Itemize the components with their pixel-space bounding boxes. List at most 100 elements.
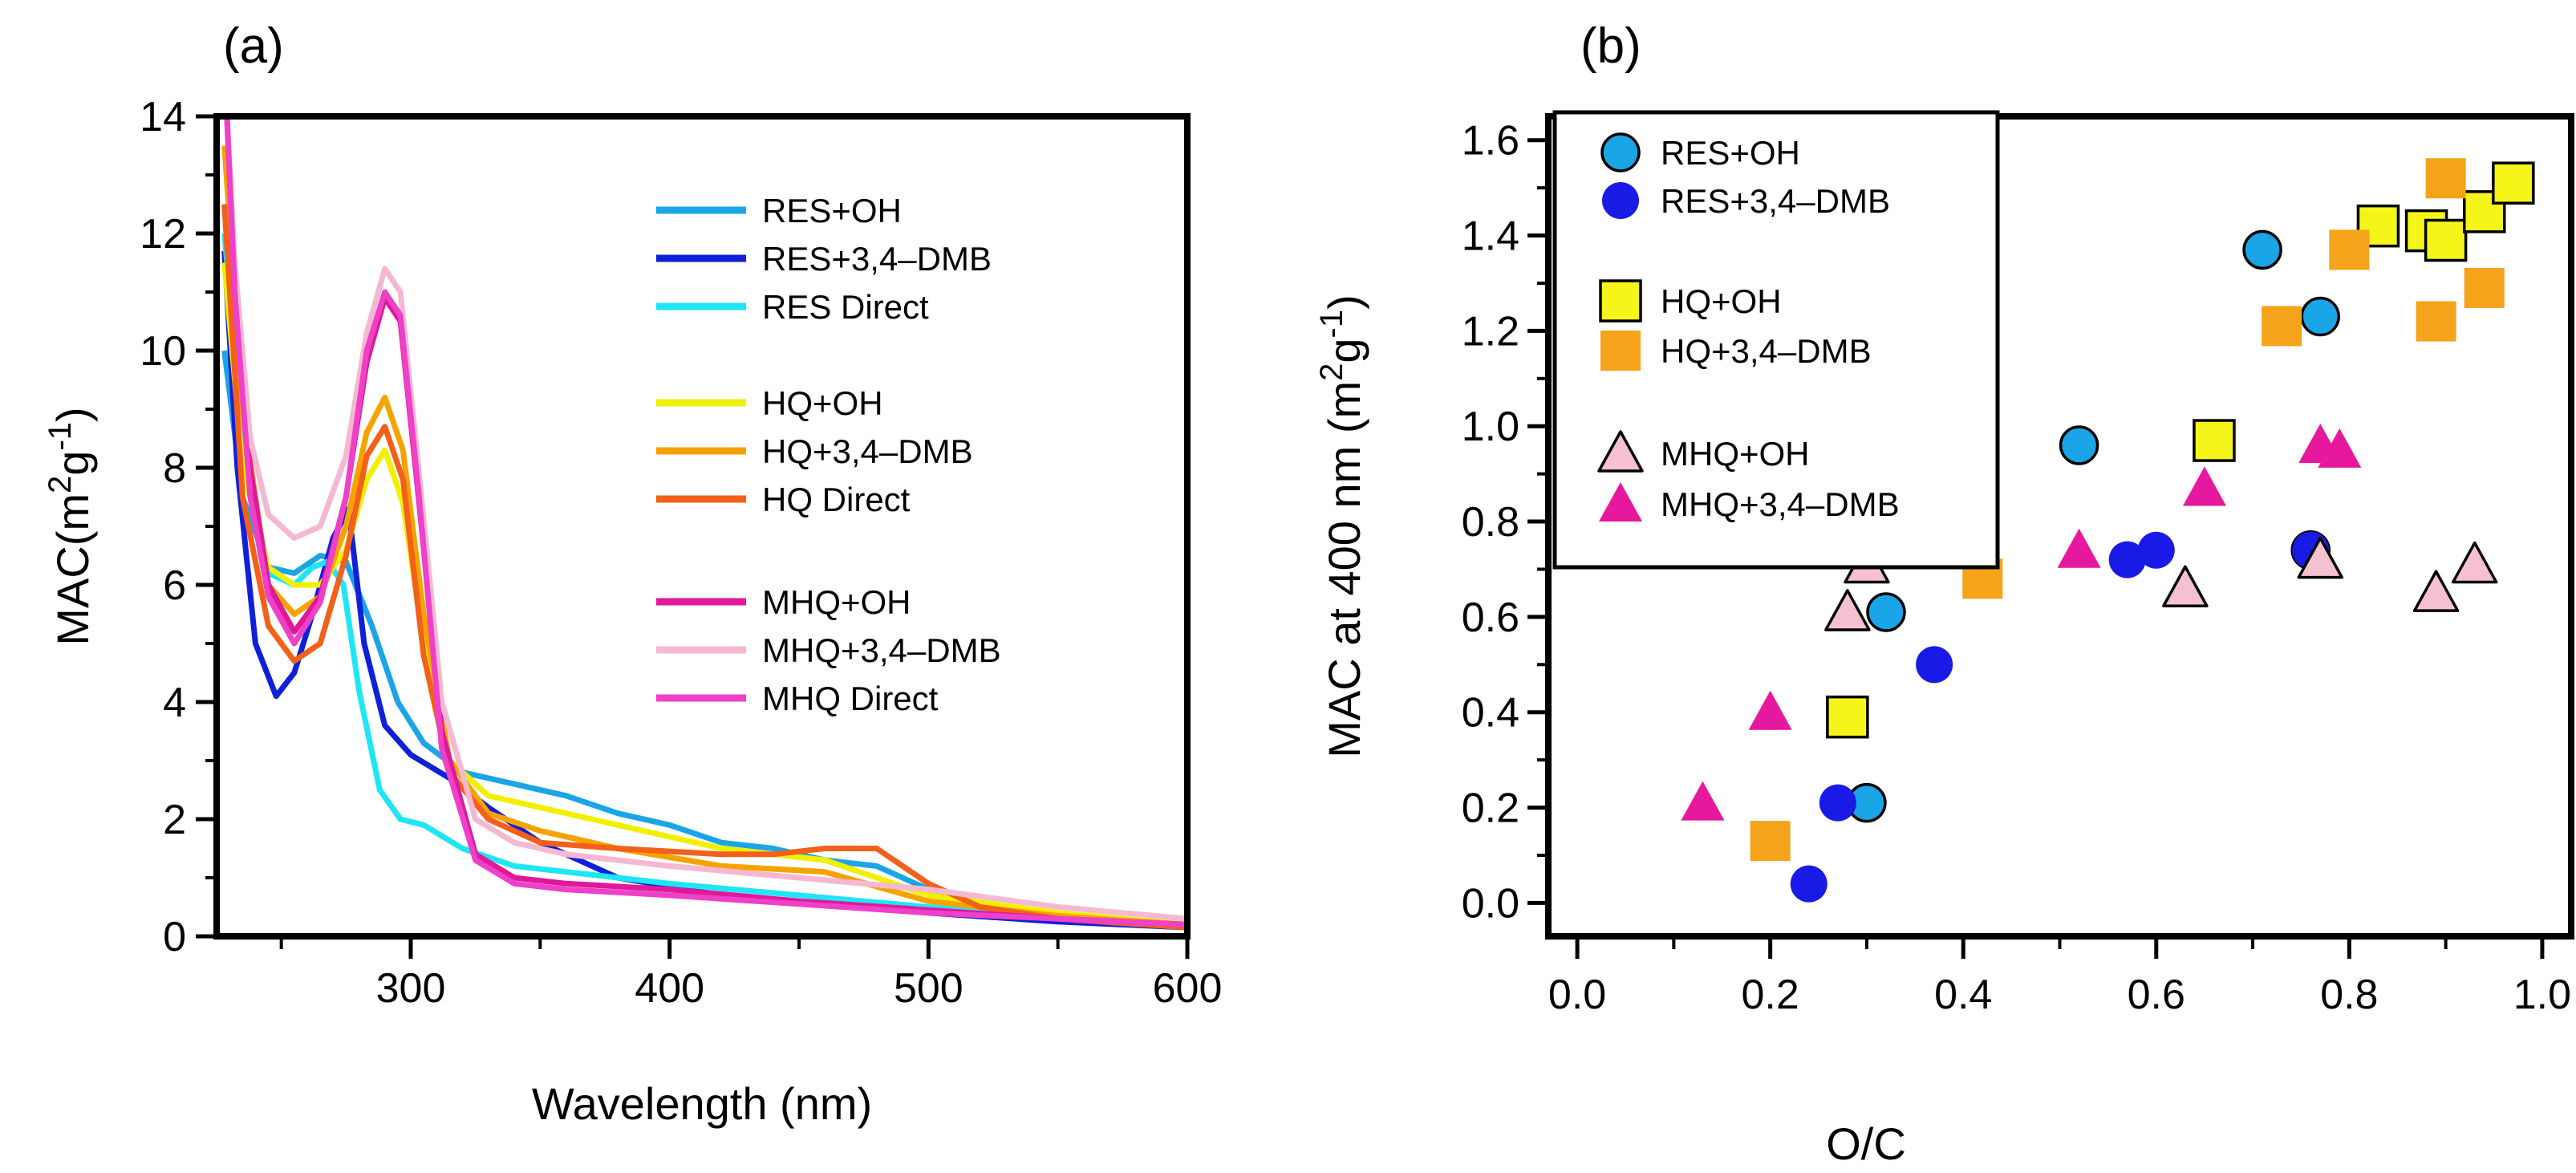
point-res-oh [2059,425,2099,465]
y-tick-label: 1.0 [1462,404,1519,450]
point-hq-3-4-dmb [2425,158,2466,199]
panel-b-scatter-chart: (b) 0.0 0.2 0.4 0.6 0.8 1.0 0.0 0.2 0.4 0.6 0.8 1.0… [1314,18,2574,1169]
panel-a-x-axis-title: Wavelength (nm) [532,1078,872,1129]
point-mhq-3-4-dmb [2182,466,2226,506]
point-mhq-oh [2412,570,2460,612]
point-res-3-4-dmb [1819,784,1856,822]
y-tick-label: 1.2 [1462,308,1519,355]
panel-a-legend: RES+OH RES+3,4–DMB RES Direct HQ+OH HQ+3,4–D… [656,192,1001,717]
y-tick-label: 0.2 [1462,785,1519,832]
y-tick-label: 1.4 [1462,213,1519,260]
legend-marker-mhq-oh [1597,430,1644,473]
point-hq-oh [2193,419,2236,462]
panel-b-data-points [1681,158,2535,903]
x-tick-label: 400 [635,965,704,1012]
y-tick-label: 0.4 [1462,690,1519,737]
point-mhq-oh [2162,565,2209,607]
point-hq-oh [2492,161,2535,205]
legend-marker-hq-oh [1599,279,1642,323]
y-tick-label: 2 [163,797,186,843]
point-mhq-oh [2451,541,2498,584]
legend-marker-res-3-4-dmb [1602,182,1639,219]
panel-a-y-axis-title: MAC(m2g-1) [43,407,98,645]
panel-a-ticks: 300 400 500 600 0 2 4 6 8 10 12 14 [140,94,1222,1012]
legend-label-mhq-direct: MHQ Direct [762,680,939,717]
y-tick-label: 12 [140,211,186,258]
legend-marker-mhq-3-4-dmb [1599,482,1642,522]
legend-label-res-direct: RES Direct [762,288,929,326]
panel-a-series-lines [221,116,1188,931]
point-hq-oh [1826,695,1869,739]
legend-label-mhq-3-4-dmb: MHQ+3,4–DMB [1661,485,1900,523]
y-tick-label: 0 [163,914,186,960]
x-tick-label: 0.2 [1742,972,1799,1018]
series-line-mhq-oh [224,116,1188,927]
point-res-3-4-dmb [1916,646,1953,684]
legend-label-res-3-4-dmb: RES+3,4–DMB [1661,182,1890,220]
x-tick-label: 0.0 [1548,972,1606,1018]
x-tick-label: 0.6 [2128,972,2185,1018]
legend-label-hq-oh: HQ+OH [1661,282,1782,320]
legend-marker-res-oh [1600,132,1641,172]
legend-label-mhq-3-4-dmb: MHQ+3,4–DMB [762,631,1001,669]
point-hq-3-4-dmb [2262,306,2302,347]
legend-label-mhq-oh: MHQ+OH [762,583,911,621]
series-line-mhq-3-4-dmb [224,116,1188,922]
point-mhq-3-4-dmb [1748,690,1792,730]
x-tick-label: 300 [376,965,446,1012]
x-tick-label: 1.0 [2513,972,2571,1018]
panel-b-legend: RES+OH RES+3,4–DMB HQ+OH HQ+3,4–DMB MHQ+OH MH… [1552,110,2000,570]
legend-label-hq-3-4-dmb: HQ+3,4–DMB [1661,332,1872,370]
series-line-mhq-direct [224,116,1188,927]
series-line-hq-direct [221,204,1188,931]
legend-label-hq-direct: HQ Direct [762,481,911,518]
point-res-3-4-dmb [2108,541,2146,578]
point-hq-3-4-dmb [2329,229,2370,270]
point-mhq-3-4-dmb [2057,528,2101,568]
x-tick-label: 500 [894,965,963,1012]
legend-label-mhq-oh: MHQ+OH [1661,435,1810,473]
x-tick-label: 0.4 [1934,972,1992,1018]
x-tick-label: 0.8 [2320,972,2378,1018]
panel-b-y-axis-title: MAC at 400 nm (m2g-1) [1314,294,1369,758]
point-hq-3-4-dmb [2416,301,2456,342]
point-hq-oh [2462,190,2506,233]
legend-label-res-3-4-dmb: RES+3,4–DMB [762,240,992,278]
point-hq-oh [2424,218,2468,262]
y-tick-label: 0.0 [1462,880,1519,927]
legend-label-hq-3-4-dmb: HQ+3,4–DMB [762,432,973,470]
legend-label-res-oh: RES+OH [1661,134,1800,172]
point-res-oh [1866,592,1906,632]
point-res-3-4-dmb [1790,865,1828,903]
panel-b-x-axis-title: O/C [1826,1118,1906,1169]
panel-a-plot-frame [213,113,1191,940]
legend-label-hq-oh: HQ+OH [762,384,883,422]
y-tick-label: 6 [163,562,186,609]
point-hq-3-4-dmb [1750,821,1791,862]
point-mhq-3-4-dmb [2318,428,2362,468]
y-tick-label: 10 [140,328,186,375]
series-line-res-oh [221,350,1188,927]
point-hq-3-4-dmb [2464,267,2505,308]
y-tick-label: 14 [140,94,186,140]
panel-b-ticks: 0.0 0.2 0.4 0.6 0.8 1.0 0.0 0.2 0.4 0.6 0.8 1.0 1.2 1… [1462,118,2571,1018]
y-tick-label: 1.6 [1462,118,1519,164]
panel-a-label: (a) [223,18,284,74]
point-mhq-oh [1824,589,1871,631]
point-res-oh [2300,296,2341,337]
point-mhq-oh [2297,536,2344,579]
point-res-oh [2242,229,2282,270]
y-tick-label: 4 [163,680,186,726]
x-tick-label: 600 [1153,965,1223,1012]
legend-label-res-oh: RES+OH [762,192,902,229]
legend-marker-hq-3-4-dmb [1600,331,1641,371]
y-tick-label: 0.6 [1462,595,1519,641]
point-res-3-4-dmb [2137,531,2175,569]
point-mhq-3-4-dmb [1681,781,1725,821]
y-tick-label: 8 [163,445,186,492]
panel-b-label: (b) [1580,18,1641,74]
y-tick-label: 0.8 [1462,499,1519,546]
panel-a-line-chart: (a) 300 400 500 600 0 2 4 6 8 10 12 14 RES+OH RES+3,… [43,18,1222,1129]
series-line-hq-3-4-dmb [221,145,1188,927]
